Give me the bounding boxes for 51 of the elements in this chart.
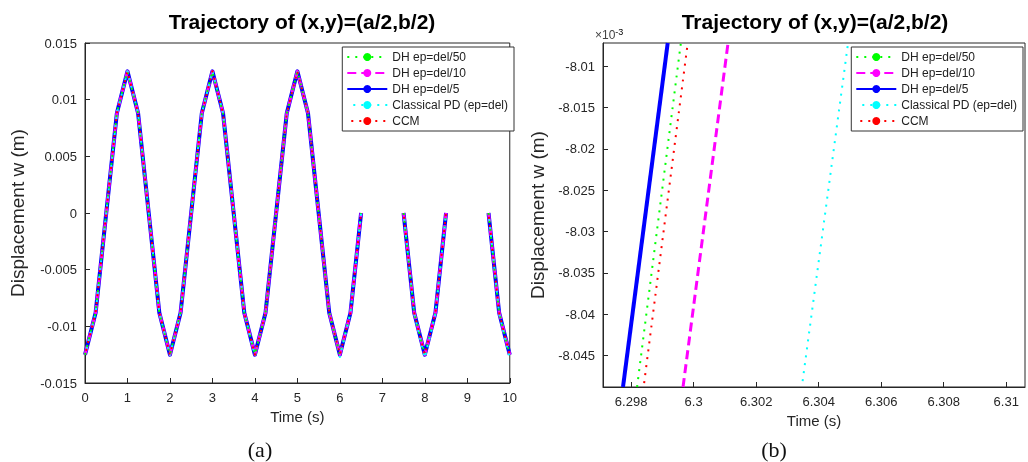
y-tick-label: 0.01: [51, 92, 77, 108]
x-tick-label: 6.306: [864, 394, 898, 409]
x-tick-label: 6.31: [993, 394, 1019, 409]
y-axis-title: Displacement w (m): [527, 131, 548, 299]
y-tick-label: 0.015: [44, 35, 77, 51]
chart-title: Trajectory of (x,y)=(a/2,b/2): [168, 10, 436, 33]
x-tick-label: 10: [502, 390, 517, 405]
y-tick-label: -8.025: [558, 182, 595, 198]
x-tick-label: 6.298: [614, 394, 648, 409]
x-tick-label: 5: [293, 390, 301, 405]
legend-label: CCM: [901, 114, 929, 128]
legend-label: DH ep=del/50: [901, 50, 976, 64]
x-tick-label: 2: [166, 390, 174, 405]
legend-label: DH ep=del/10: [392, 66, 467, 80]
x-tick-label: 8: [421, 390, 429, 405]
x-axis-title: Time (s): [270, 408, 325, 425]
x-tick-label: 6.3: [684, 394, 703, 409]
x-tick-label: 4: [251, 390, 259, 405]
y-tick-label: -8.015: [558, 100, 595, 115]
legend-label: DH ep=del/5: [392, 82, 460, 96]
legend-label: CCM: [392, 114, 420, 128]
x-axis-title: Time (s): [786, 412, 842, 429]
y-tick-label: -0.015: [40, 375, 77, 391]
y-tick-label: -8.01: [565, 58, 595, 74]
x-tick-label: 7: [378, 390, 386, 405]
chart-title: Trajectory of (x,y)=(a/2,b/2): [681, 10, 949, 33]
legend-label: Classical PD (ep=del): [901, 98, 1018, 112]
y-tick-label: -8.035: [558, 265, 595, 281]
x-tick-label: 9: [463, 390, 471, 405]
y-tick-label: -8.03: [565, 224, 595, 240]
x-tick-label: 3: [208, 390, 217, 405]
x-tick-label: 6: [336, 390, 344, 405]
legend-label: DH ep=del/5: [901, 82, 969, 96]
y-axis-title: Displacement w (m): [7, 129, 28, 297]
y-tick-label: -0.005: [40, 262, 77, 278]
x-tick-label: 1: [123, 390, 132, 405]
legend-label: Classical PD (ep=del): [392, 98, 509, 112]
x-tick-label: 6.302: [739, 394, 773, 409]
y-tick-label: -8.02: [565, 141, 595, 157]
x-tick-label: 0: [81, 390, 89, 405]
y-tick-label: 0: [69, 205, 77, 221]
y-tick-label: 0.005: [44, 148, 77, 164]
y-tick-label: -8.045: [558, 348, 595, 364]
x-tick-label: 6.308: [927, 394, 960, 409]
y-tick-label: -0.01: [47, 318, 77, 334]
text: (a): [247, 436, 273, 462]
text: (b): [761, 436, 787, 462]
x-tick-label: 6.304: [802, 394, 835, 409]
y-tick-label: -8.04: [565, 306, 595, 322]
legend-label: DH ep=del/50: [392, 50, 467, 64]
legend-label: DH ep=del/10: [901, 66, 976, 80]
